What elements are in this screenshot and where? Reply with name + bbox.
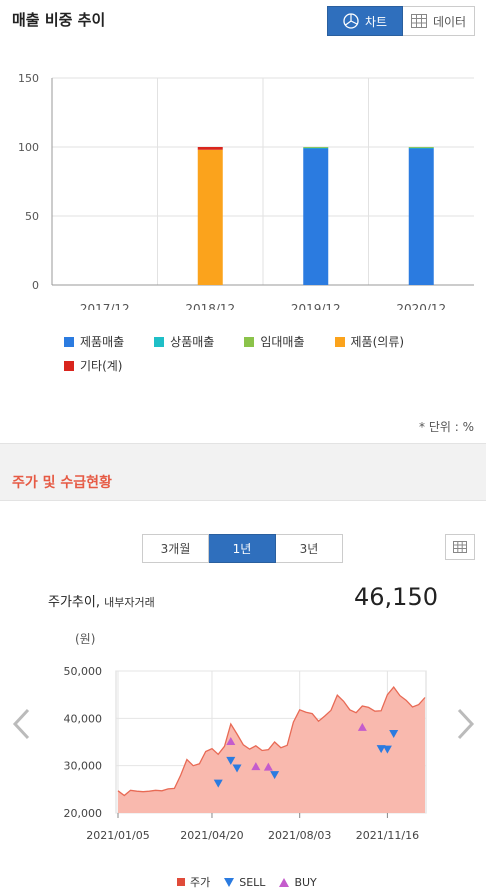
legend-swatch xyxy=(64,336,74,347)
revenue-mix-chart: 0 50 100 150 2017/12 2018/12 2019/12 2020/12 xyxy=(18,72,474,310)
chart2-xtick: 2021/08/03 xyxy=(268,829,331,842)
chart1-ytick: 50 xyxy=(25,210,39,223)
chart2-ytick: 50,000 xyxy=(64,665,103,678)
legend-price-swatch xyxy=(177,878,185,886)
chart1-bar xyxy=(408,147,434,148)
stock-table-button[interactable] xyxy=(445,534,475,560)
period-1y-button[interactable]: 1년 xyxy=(209,534,276,563)
legend-item: 기타(계) xyxy=(64,357,122,374)
legend-label: 상품매출 xyxy=(170,335,215,349)
period-3y-button[interactable]: 3년 xyxy=(276,534,343,563)
legend-label: 기타(계) xyxy=(80,359,123,373)
price-area xyxy=(118,687,425,813)
chart1-xtick: 2020/12 xyxy=(396,302,446,310)
data-view-label: 데이터 xyxy=(432,14,467,29)
legend-buy-label: BUY xyxy=(294,875,317,888)
chart2-ytick: 40,000 xyxy=(64,712,103,725)
sell-marker xyxy=(270,771,280,780)
legend-label: 임대매출 xyxy=(260,335,305,349)
buy-marker xyxy=(263,762,273,771)
section-title-revenue-mix: 매출 비중 추이 xyxy=(12,11,106,29)
legend-item: 상품매출 xyxy=(154,333,214,350)
chart2-xtick: 2021/11/16 xyxy=(356,829,419,842)
legend-sell: SELL xyxy=(224,876,265,888)
legend-swatch xyxy=(244,336,255,347)
legend-sell-label: SELL xyxy=(239,875,266,888)
chart1-ytick: 150 xyxy=(18,72,39,85)
sell-marker-icon xyxy=(224,877,235,887)
buy-marker xyxy=(357,722,367,731)
legend-buy: BUY xyxy=(279,875,317,888)
chart2-xtick: 2021/04/20 xyxy=(180,829,243,842)
buy-marker xyxy=(251,762,261,771)
sell-marker xyxy=(226,756,236,765)
stock-price-chart: 20,000 30,000 40,000 50,000 2021/01/05 2021/0… xyxy=(64,665,427,842)
stock-chart-legend: 주가 SELL BUY xyxy=(177,874,317,888)
view-toggle: 차트 데이터 xyxy=(327,6,475,36)
buy-marker-icon xyxy=(279,877,290,887)
chart1-bar xyxy=(303,147,329,149)
chart1-bar xyxy=(408,147,434,149)
sell-marker xyxy=(382,745,392,754)
table-grid-icon xyxy=(453,541,467,553)
stock-chart-title: 주가추이, 내부자거래 xyxy=(48,591,155,610)
sell-marker xyxy=(389,729,399,738)
chart1-xtick: 2019/12 xyxy=(291,302,341,310)
unit-note: * 단위 : % xyxy=(419,420,474,434)
chart1-ytick: 100 xyxy=(18,141,39,154)
sell-marker xyxy=(213,779,223,788)
chart1-bar xyxy=(303,148,329,285)
legend-item: 제품매출 xyxy=(64,333,124,350)
chart2-ytick: 20,000 xyxy=(64,807,103,820)
chart-view-button[interactable]: 차트 xyxy=(327,6,403,36)
legend-swatch xyxy=(154,336,165,347)
period-3m-button[interactable]: 3개월 xyxy=(142,534,209,563)
legend-item: 제품(의류) xyxy=(334,333,405,350)
price-line xyxy=(117,686,426,797)
legend-item: 임대매출 xyxy=(244,333,305,350)
legend-label: 제품매출 xyxy=(80,335,125,349)
sell-marker xyxy=(232,764,242,773)
revenue-mix-legend: 제품매출 상품매출 임대매출 제품(의류) 기타(계) xyxy=(64,333,464,381)
buy-marker xyxy=(226,737,236,746)
chart1-bar xyxy=(197,147,223,150)
y-unit-label: (원) xyxy=(75,632,96,646)
chart1-bar xyxy=(197,149,223,285)
legend-price: 주가 xyxy=(177,874,210,888)
pie-chart-icon xyxy=(343,13,359,29)
section-title-stock: 주가 및 수급현황 xyxy=(12,475,112,491)
current-price: 46,150 xyxy=(354,583,438,611)
chevron-right-icon[interactable] xyxy=(455,707,477,741)
stock-title-text: 주가추이, xyxy=(48,595,100,610)
chart1-xtick: 2018/12 xyxy=(185,302,235,310)
chart1-bar xyxy=(303,147,329,148)
chart2-ytick: 30,000 xyxy=(64,760,103,773)
chart1-bar xyxy=(408,148,434,285)
table-grid-icon xyxy=(410,14,427,28)
legend-label: 제품(의류) xyxy=(350,335,405,349)
chart2-xtick: 2021/01/05 xyxy=(86,829,149,842)
period-selector: 3개월 1년 3년 xyxy=(142,534,343,563)
chart-view-label: 차트 xyxy=(364,14,388,29)
chevron-left-icon[interactable] xyxy=(10,707,32,741)
chart1-xtick: 2017/12 xyxy=(80,302,130,310)
sell-marker xyxy=(376,745,386,754)
data-view-button[interactable]: 데이터 xyxy=(403,6,475,36)
legend-price-label: 주가 xyxy=(190,876,211,888)
legend-swatch xyxy=(334,336,345,347)
chart1-ytick: 0 xyxy=(32,279,39,292)
insider-trading-label: 내부자거래 xyxy=(104,596,155,609)
section-band xyxy=(0,443,486,501)
legend-swatch xyxy=(64,360,74,371)
